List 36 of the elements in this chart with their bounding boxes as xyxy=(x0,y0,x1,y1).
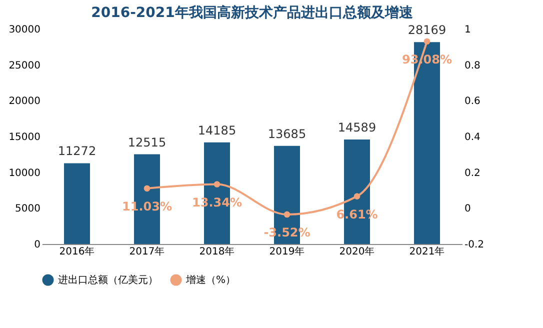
legend-label: 进出口总额（亿美元） xyxy=(58,274,158,286)
legend-label: 增速（%） xyxy=(185,274,236,286)
y-tick-label: 0 xyxy=(34,240,40,250)
y2-tick-label: 0.8 xyxy=(464,60,480,72)
y-tick-label: 5000 xyxy=(15,204,40,215)
data-label: 14589 xyxy=(338,120,376,134)
y-tick-label: 25000 xyxy=(8,60,40,72)
data-label: 14185 xyxy=(198,123,236,138)
y2-tick-label: 0 xyxy=(464,204,471,215)
data-label: 12515 xyxy=(128,135,166,150)
y2-tick-label: 0.4 xyxy=(464,132,480,143)
point xyxy=(214,181,220,188)
x-tick-label: 2016年 xyxy=(59,246,95,258)
point xyxy=(284,211,290,218)
point xyxy=(354,193,360,200)
data-label: 28169 xyxy=(408,23,446,38)
data-label: 11272 xyxy=(58,144,96,158)
x-tick-label: 2019年 xyxy=(269,246,305,258)
y-tick-label: 30000 xyxy=(8,24,40,36)
y2-tick-label: 0.6 xyxy=(464,96,480,108)
point xyxy=(144,185,150,192)
x-tick-label: 2018年 xyxy=(199,246,235,258)
y2-tick-label: 1 xyxy=(464,24,471,36)
x-tick-label: 2020年 xyxy=(339,246,375,258)
bar xyxy=(64,163,90,244)
point xyxy=(424,38,430,45)
y-tick-label: 10000 xyxy=(8,168,40,179)
data-label: 13685 xyxy=(268,126,306,141)
y-tick-label: 20000 xyxy=(8,96,40,108)
y2-tick-label: 0.2 xyxy=(464,168,480,179)
y2-tick-label: -0.2 xyxy=(464,240,484,250)
chart-title: 2016-2021年我国高新技术产品进出口总额及增速 xyxy=(91,4,414,21)
data-label: 93.08% xyxy=(402,52,452,66)
x-tick-label: 2021年 xyxy=(409,246,445,258)
x-tick-label: 2017年 xyxy=(129,246,165,258)
y-tick-label: 15000 xyxy=(8,132,40,143)
